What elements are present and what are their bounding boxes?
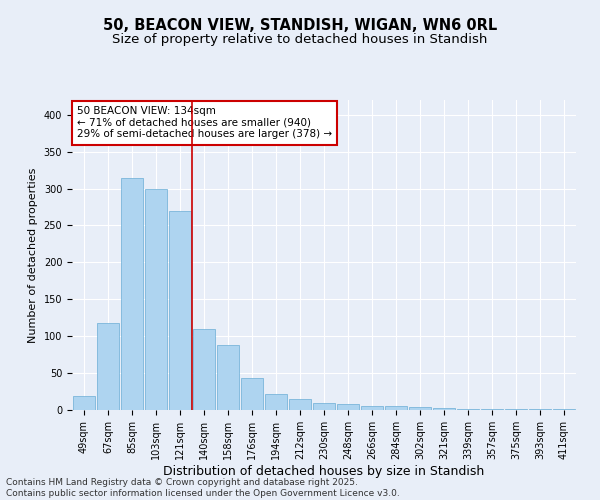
Bar (289, 399, 311, 410)
Text: 50 BEACON VIEW: 134sqm
← 71% of detached houses are smaller (940)
29% of semi-de: 50 BEACON VIEW: 134sqm ← 71% of detached… (77, 106, 332, 140)
Bar (385, 406, 407, 410)
Bar (337, 404, 359, 410)
Y-axis label: Number of detached properties: Number of detached properties (28, 168, 38, 342)
Bar (169, 210, 191, 410)
Text: Size of property relative to detached houses in Standish: Size of property relative to detached ho… (112, 32, 488, 46)
Bar (433, 408, 455, 410)
Text: 50, BEACON VIEW, STANDISH, WIGAN, WN6 0RL: 50, BEACON VIEW, STANDISH, WIGAN, WN6 0R… (103, 18, 497, 32)
Bar (217, 345, 239, 410)
Bar (241, 378, 263, 410)
Bar (313, 404, 335, 410)
Bar (145, 188, 167, 410)
Text: Contains HM Land Registry data © Crown copyright and database right 2025.
Contai: Contains HM Land Registry data © Crown c… (6, 478, 400, 498)
Bar (193, 329, 215, 410)
Bar (121, 178, 143, 410)
Bar (409, 407, 431, 410)
Bar (73, 396, 95, 410)
Bar (265, 394, 287, 410)
Bar (457, 408, 479, 410)
Bar (361, 406, 383, 410)
Bar (97, 323, 119, 410)
X-axis label: Distribution of detached houses by size in Standish: Distribution of detached houses by size … (163, 464, 485, 477)
